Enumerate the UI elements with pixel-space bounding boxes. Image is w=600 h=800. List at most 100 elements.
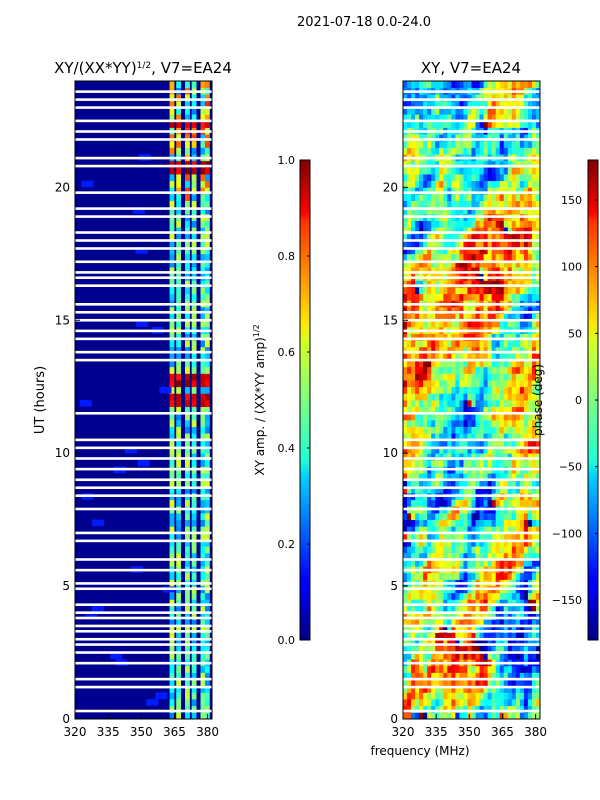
- phase-cell: [455, 114, 460, 122]
- phase-cell: [523, 233, 529, 241]
- phase-cell: [483, 453, 489, 461]
- phase-cell: [423, 559, 428, 567]
- phase-cell: [467, 386, 472, 394]
- phase-cell: [455, 639, 460, 647]
- amplitude-cell: [191, 433, 197, 441]
- phase-cell: [475, 705, 480, 713]
- phase-cell: [479, 240, 484, 248]
- amplitude-cell: [191, 606, 197, 614]
- phase-cell: [483, 400, 489, 408]
- amplitude-cell: [185, 459, 190, 467]
- phase-cell: [459, 645, 464, 653]
- phase-cell: [423, 306, 428, 315]
- phase-cell: [487, 685, 493, 693]
- phase-cell: [511, 479, 517, 487]
- phase-cell: [527, 712, 533, 719]
- phase-cell: [535, 233, 540, 241]
- phase-cell: [423, 287, 428, 295]
- phase-cell: [415, 313, 420, 321]
- phase-cell: [527, 539, 533, 547]
- phase-cell: [503, 519, 509, 527]
- phase-cell: [415, 81, 420, 89]
- phase-cell: [483, 293, 489, 301]
- phase-cell: [463, 187, 468, 195]
- phase-cell: [483, 193, 489, 202]
- phase-cell: [423, 606, 428, 614]
- phase-cell: [463, 147, 468, 155]
- phase-cell: [531, 233, 537, 241]
- amplitude-cell: [176, 552, 182, 560]
- phase-cell: [475, 280, 480, 288]
- amplitude-colorbar: [299, 159, 311, 641]
- phase-cell: [443, 552, 448, 560]
- phase-cell: [463, 100, 468, 108]
- amplitude-cell: [169, 512, 175, 521]
- phase-cell: [491, 413, 497, 421]
- phase-cell: [415, 280, 420, 288]
- phase-cell: [455, 240, 460, 248]
- amplitude-flagged-row: [75, 661, 212, 665]
- phase-cell: [447, 619, 452, 627]
- phase-cell: [475, 247, 480, 255]
- amplitude-flagged-row: [75, 587, 212, 591]
- phase-cell: [527, 247, 533, 255]
- phase-cell: [491, 499, 497, 507]
- phase-cell: [475, 519, 480, 527]
- amplitude-cell: [200, 479, 206, 487]
- phase-cell: [499, 552, 505, 560]
- phase-y-tick-label: 15: [383, 313, 398, 327]
- phase-cell: [511, 532, 517, 540]
- phase-cell: [419, 625, 424, 634]
- phase-cell: [463, 539, 468, 547]
- phase-cell: [447, 174, 452, 182]
- phase-cell: [451, 287, 456, 295]
- phase-cell: [475, 512, 480, 521]
- amplitude-cell: [191, 107, 197, 115]
- phase-cell: [495, 280, 501, 288]
- phase-cell: [463, 267, 468, 275]
- phase-cell: [511, 260, 517, 268]
- phase-cell: [431, 619, 436, 627]
- amplitude-cell: [204, 433, 210, 441]
- amplitude-cell: [185, 699, 190, 707]
- phase-cell: [499, 313, 505, 321]
- phase-cell: [475, 94, 480, 102]
- phase-cell: [535, 439, 540, 447]
- phase-cell: [435, 705, 440, 713]
- phase-cell: [503, 287, 509, 295]
- phase-cell: [459, 306, 464, 315]
- amplitude-cell: [204, 167, 210, 175]
- amplitude-cell: [200, 353, 206, 361]
- phase-cell: [427, 413, 432, 421]
- phase-cell: [527, 340, 533, 348]
- phase-cell: [495, 559, 501, 567]
- amplitude-cell: [135, 247, 148, 254]
- phase-cell: [471, 692, 476, 700]
- phase-cell: [471, 353, 476, 361]
- phase-cell: [527, 200, 533, 208]
- phase-cell: [511, 180, 517, 188]
- phase-cell: [519, 592, 525, 600]
- amplitude-cell: [176, 479, 182, 487]
- phase-cell: [427, 439, 432, 447]
- phase-cell: [451, 446, 456, 454]
- phase-cell: [471, 712, 476, 719]
- phase-cell: [403, 419, 408, 427]
- phase-cell: [519, 705, 525, 713]
- phase-cell: [431, 333, 436, 341]
- phase-cell: [471, 340, 476, 348]
- amplitude-flagged-row: [75, 130, 212, 133]
- phase-flagged-row: [403, 337, 540, 341]
- amplitude-cell: [200, 386, 206, 394]
- phase-cell: [475, 293, 480, 301]
- phase-cell: [503, 253, 509, 261]
- amplitude-flagged-row: [75, 329, 212, 333]
- amplitude-cell: [169, 705, 175, 713]
- phase-cell: [491, 599, 497, 607]
- phase-cell: [471, 552, 476, 560]
- phase-cell: [499, 406, 505, 414]
- phase-cell: [443, 705, 448, 713]
- phase-cell: [495, 639, 501, 647]
- phase-cell: [443, 313, 448, 321]
- phase-cell: [467, 287, 472, 295]
